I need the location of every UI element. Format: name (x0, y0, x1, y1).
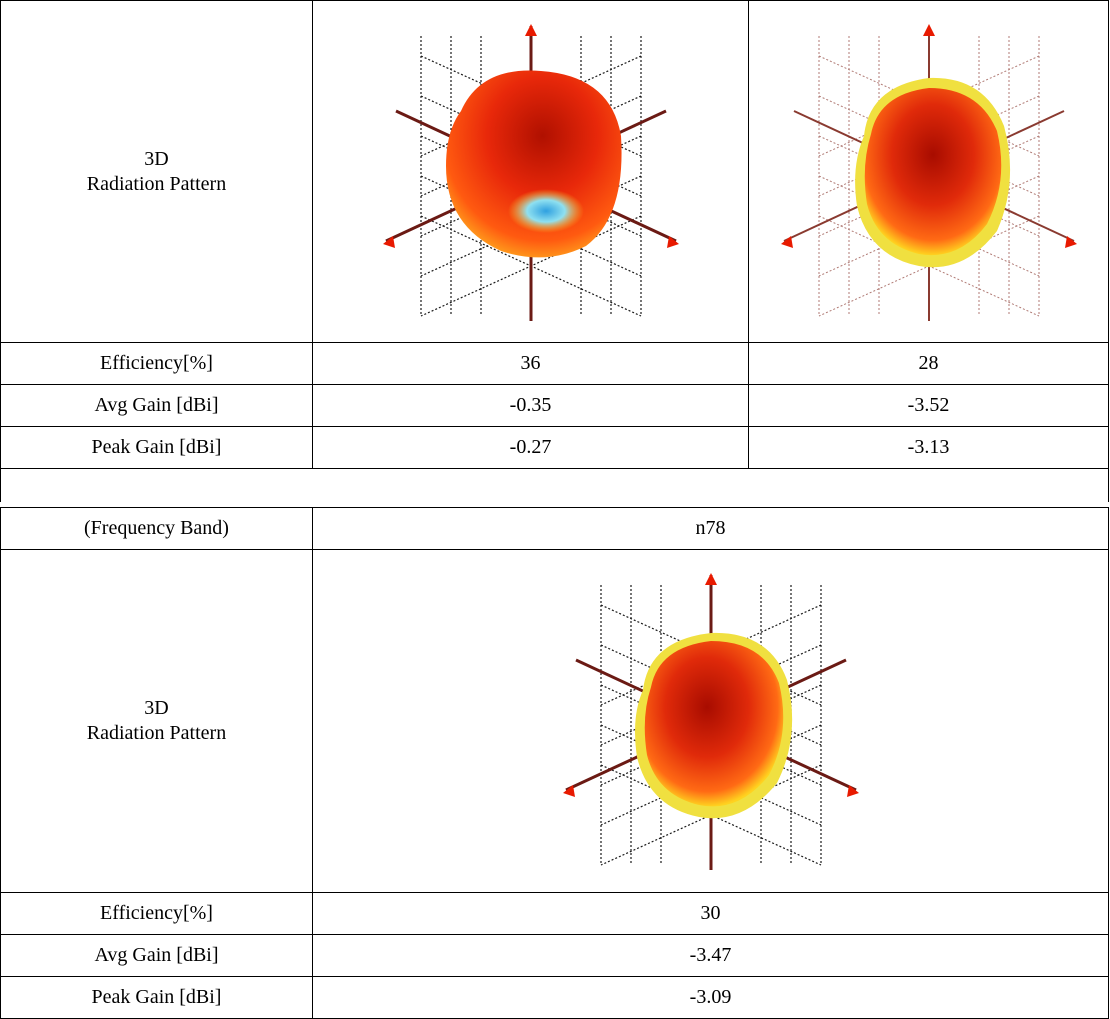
frequency-band-label: (Frequency Band) (0, 507, 313, 550)
spacer-row (0, 468, 1109, 502)
pattern-label-line2: Radiation Pattern (86, 172, 227, 195)
avg-gain-value-2: -3.52 (748, 384, 1109, 427)
pattern-label-line1: 3D (144, 147, 169, 170)
peak-gain-value-1: -0.27 (312, 426, 749, 469)
peak-gain-value-3: -3.09 (312, 976, 1109, 1019)
peak-gain-label-2: Peak Gain [dBi] (0, 976, 313, 1019)
pattern-row-label-2: 3D Radiation Pattern (0, 549, 313, 893)
pattern-lobe-3 (644, 641, 783, 807)
efficiency-value-2: 28 (748, 342, 1109, 385)
peak-gain-value-2: -3.13 (748, 426, 1109, 469)
efficiency-value-3: 30 (312, 892, 1109, 935)
avg-gain-value-1: -0.35 (312, 384, 749, 427)
radiation-pattern-plot-2 (780, 23, 1077, 321)
radiation-pattern-image-3 (312, 549, 1109, 893)
efficiency-value-1: 36 (312, 342, 749, 385)
frequency-band-value: n78 (312, 507, 1109, 550)
pattern-row-label: 3D Radiation Pattern (0, 0, 313, 343)
results-table-bottom: (Frequency Band) n78 3D Radiation Patter… (0, 507, 1109, 1019)
radiation-pattern-image-2 (748, 0, 1109, 343)
radiation-pattern-plot-1 (382, 23, 679, 321)
pattern-label-line1: 3D (144, 697, 169, 719)
results-table-top: 3D Radiation Pattern (0, 0, 1109, 502)
avg-gain-label-2: Avg Gain [dBi] (0, 934, 313, 977)
avg-gain-label: Avg Gain [dBi] (0, 384, 313, 427)
peak-gain-label: Peak Gain [dBi] (0, 426, 313, 469)
avg-gain-value-3: -3.47 (312, 934, 1109, 977)
efficiency-label-2: Efficiency[%] (0, 892, 313, 935)
radiation-pattern-image-1 (312, 0, 749, 343)
pattern-label-line2: Radiation Pattern (86, 722, 227, 744)
radiation-pattern-plot-3 (562, 573, 859, 870)
efficiency-label: Efficiency[%] (0, 342, 313, 385)
pattern-lobe-2 (864, 87, 1001, 255)
spacer-cell (0, 468, 1109, 502)
